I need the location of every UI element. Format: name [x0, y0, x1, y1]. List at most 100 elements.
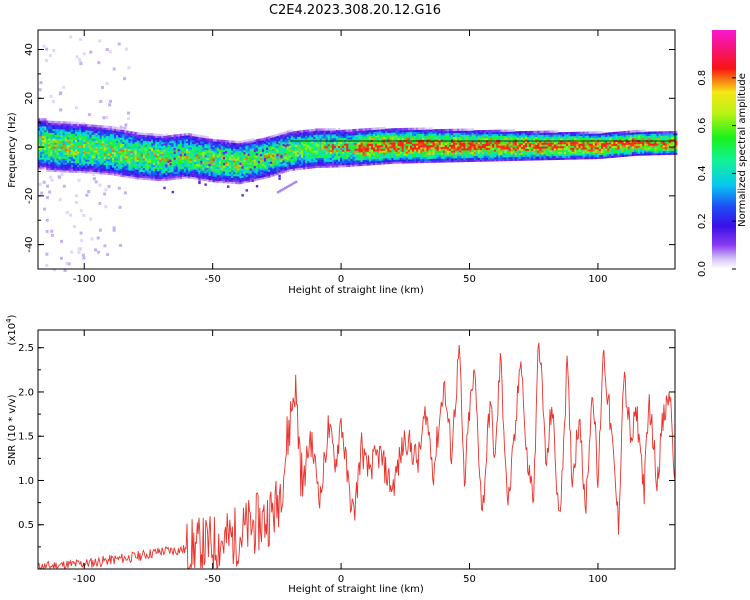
heatmap-cell — [420, 133, 423, 136]
heatmap-cell — [99, 162, 103, 165]
heatmap-cell — [42, 131, 45, 135]
heatmap-cell — [99, 131, 103, 134]
heatmap-cell — [301, 130, 304, 133]
heatmap-cell — [173, 147, 177, 151]
heatmap-cell — [393, 130, 396, 133]
heatmap-cell — [301, 165, 304, 168]
heatmap-cell — [85, 167, 88, 170]
heatmap-cell — [241, 181, 244, 184]
heatmap-cell — [101, 172, 105, 175]
heatmap-cell — [136, 173, 140, 176]
heatmap-cell — [99, 134, 103, 138]
heatmap-cell — [401, 151, 405, 154]
heatmap-cell — [118, 154, 121, 157]
heatmap-cell — [325, 163, 329, 166]
heatmap-cell — [342, 157, 345, 160]
heatmap-cell — [490, 159, 493, 162]
heatmap-cell — [50, 120, 53, 124]
heatmap-cell — [290, 135, 294, 138]
heatmap-cell — [385, 146, 388, 149]
heatmap-cell — [192, 133, 195, 137]
heatmap-cell — [259, 161, 263, 165]
heatmap-cell — [95, 150, 98, 153]
heatmap-cell — [338, 147, 341, 150]
heatmap-cell — [54, 140, 57, 143]
heatmap-cell — [157, 145, 160, 148]
heatmap-cell — [391, 136, 394, 139]
heatmap-cell — [331, 153, 335, 156]
heatmap-cell — [430, 154, 433, 158]
heatmap-cell — [253, 157, 257, 160]
heatmap-cell — [321, 134, 324, 137]
heatmap-cell — [66, 133, 70, 136]
heatmap-cell — [87, 153, 90, 156]
heatmap-cell — [451, 144, 454, 147]
heatmap-cell — [87, 126, 90, 129]
heatmap-cell — [56, 161, 59, 165]
heatmap-cell — [138, 136, 142, 139]
heatmap-cell — [114, 153, 117, 157]
heatmap-cell — [58, 158, 61, 161]
heatmap-cell — [294, 134, 298, 138]
heatmap-cell — [451, 130, 454, 134]
heatmap-cell — [374, 131, 378, 134]
heatmap-cell — [208, 173, 211, 176]
heatmap-cell — [153, 164, 156, 168]
heatmap-cell — [418, 154, 421, 158]
heatmap-cell — [329, 149, 333, 153]
heatmap-cell — [266, 147, 269, 151]
heatmap-cell — [194, 175, 197, 178]
heatmap-cell — [430, 156, 433, 159]
heatmap-cell — [229, 144, 232, 147]
heatmap-noise-cell — [40, 191, 44, 195]
heatmap-cell — [192, 135, 195, 139]
heatmap-cell — [218, 139, 222, 142]
heatmap-cell — [116, 162, 119, 165]
heatmap-cell — [403, 135, 407, 139]
heatmap-cell — [44, 118, 47, 121]
heatmap-cell — [74, 131, 78, 134]
heatmap-cell — [77, 143, 80, 146]
heatmap-cell — [83, 164, 86, 168]
heatmap-cell — [235, 173, 238, 177]
heatmap-cell — [38, 141, 41, 145]
heatmap-cell — [142, 177, 146, 180]
heatmap-cell — [257, 175, 261, 179]
heatmap-cell — [249, 156, 253, 159]
heatmap-cell — [91, 149, 94, 153]
heatmap-cell — [68, 156, 72, 159]
heatmap-cell — [383, 132, 386, 136]
heatmap-cell — [206, 177, 209, 180]
heatmap-cell — [405, 137, 409, 141]
heatmap-cell — [81, 143, 84, 146]
heatmap-cell — [251, 145, 255, 149]
heatmap-cell — [231, 156, 234, 159]
heatmap-cell — [453, 132, 456, 136]
heatmap-cell — [120, 143, 123, 146]
heatmap-cell — [459, 134, 462, 137]
heatmap-cell — [405, 151, 409, 154]
heatmap-cell — [243, 175, 246, 178]
heatmap-cell — [235, 140, 238, 144]
heatmap-cell — [103, 141, 107, 144]
heatmap-cell — [54, 142, 57, 145]
heatmap-cell — [296, 152, 300, 155]
heatmap-cell — [109, 149, 113, 152]
heatmap-cell — [379, 154, 382, 157]
heatmap-cell — [130, 142, 133, 146]
heatmap-cell — [483, 159, 487, 162]
heatmap-cell — [274, 159, 277, 163]
heatmap-cell — [397, 153, 400, 156]
heatmap-cell — [292, 158, 296, 161]
heatmap-noise-cell — [119, 125, 123, 129]
heatmap-cell — [362, 155, 366, 159]
heatmap-cell — [58, 126, 61, 130]
heatmap-cell — [420, 147, 423, 150]
heatmap-cell — [107, 151, 111, 154]
heatmap-cell — [130, 176, 133, 179]
heatmap-cell — [134, 145, 137, 149]
heatmap-cell — [319, 153, 322, 157]
heatmap-cell — [68, 137, 72, 140]
heatmap-cell — [473, 136, 477, 139]
heatmap-cell — [130, 146, 133, 150]
